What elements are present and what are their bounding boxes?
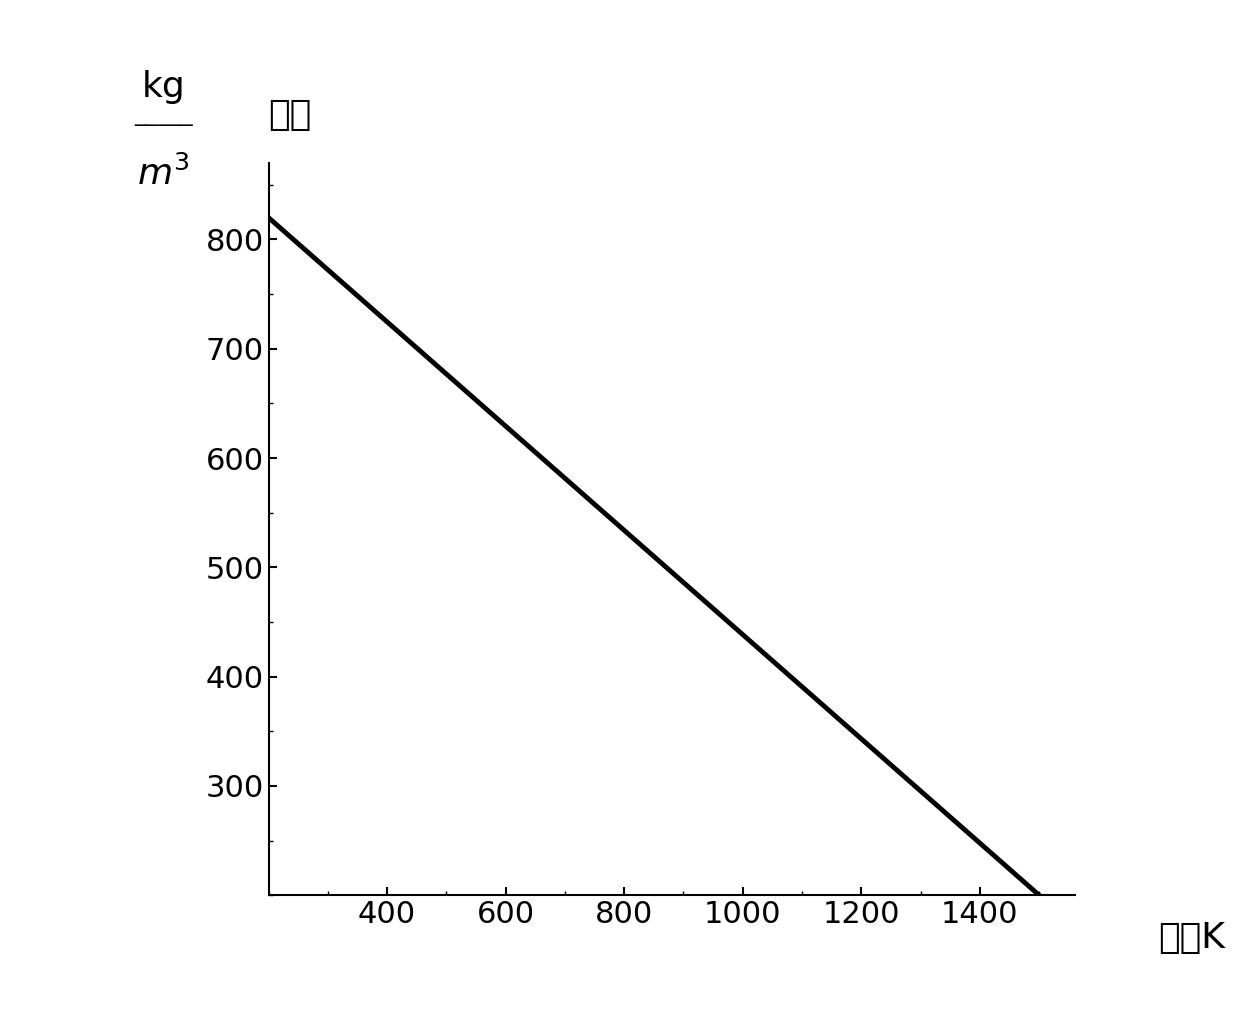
- Text: 密度: 密度: [269, 98, 311, 133]
- Text: kg: kg: [141, 70, 186, 104]
- Text: 温度K: 温度K: [1158, 921, 1225, 955]
- Text: ─────: ─────: [134, 116, 193, 136]
- Text: $m^3$: $m^3$: [138, 155, 190, 192]
